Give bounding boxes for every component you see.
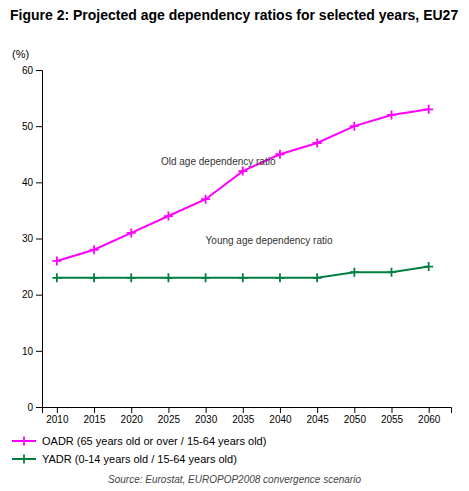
y-axis-tick-mark: [36, 70, 42, 71]
y-axis-tick-label: 0: [27, 402, 33, 413]
y-axis-tick-mark: [36, 182, 42, 183]
x-axis-tick: 2040: [269, 407, 292, 425]
x-axis-tick-mark: [168, 407, 169, 413]
point-marker: [201, 273, 210, 282]
point-marker: [164, 212, 173, 221]
point-marker: [90, 245, 99, 254]
point-marker: [90, 273, 99, 282]
y-axis-tick-label: 20: [22, 289, 34, 300]
x-axis-tick-label: 2035: [232, 414, 255, 425]
x-axis-tick: 2050: [344, 407, 367, 425]
x-axis-tick-label: 2020: [121, 414, 144, 425]
y-axis-tick: 30: [22, 233, 42, 244]
x-axis-tick-mark: [392, 407, 393, 413]
legend-item: YADR (0-14 years old / 15-64 years old): [12, 453, 237, 465]
legend-marker: [20, 455, 29, 464]
marks: [52, 105, 433, 282]
y-axis-tick-mark: [36, 126, 42, 127]
x-axis-tick-mark: [131, 407, 132, 413]
point-marker: [313, 139, 322, 148]
title-line: Figure 2: Projected age dependency ratio…: [10, 7, 458, 23]
point-marker: [424, 262, 433, 271]
x-axis-tick: 2055: [381, 407, 404, 425]
x-axis-tick-label: 2060: [418, 414, 441, 425]
y-axis-tick-mark: [36, 239, 42, 240]
x-axis-line: [43, 408, 452, 414]
x-axis: 2010 2015 2020 2025 2030 2035 2040 2045 2050 2055…: [43, 407, 452, 425]
x-axis-tick: 2020: [121, 407, 144, 425]
legend: OADR (65 years old or over / 15-64 years…: [12, 435, 266, 465]
plot: 2010201520202025203020352040204520502055…: [22, 65, 452, 425]
x-axis-tick-label: 2010: [46, 414, 69, 425]
x-axis-tick-mark: [317, 407, 318, 413]
y-axis-tick: 50: [22, 121, 42, 132]
y-axis-tick-mark: [36, 351, 42, 352]
x-axis-tick-label: 2055: [381, 414, 404, 425]
x-axis-tick-mark: [57, 407, 58, 413]
point-marker: [275, 150, 284, 159]
annotation: Old age dependency ratio: [161, 156, 276, 167]
y-axis-tick-label: 10: [22, 346, 34, 357]
y-axis-title: (%): [12, 48, 29, 60]
x-axis-tick-label: 2045: [307, 414, 330, 425]
legend-label: OADR (65 years old or over / 15-64 years…: [42, 435, 266, 447]
point-marker: [127, 228, 136, 237]
legend-marker: [20, 437, 29, 446]
y-axis-tick-mark: [36, 295, 42, 296]
x-axis-tick-label: 2030: [195, 414, 218, 425]
title: Figure 2: Projected age dependency ratio…: [10, 7, 458, 23]
y-axis-tick: 0: [27, 402, 42, 413]
x-axis-tick: 2060: [418, 407, 441, 425]
y-axis-tick-mark: [36, 407, 42, 408]
y-axis-line: [36, 71, 43, 408]
point-marker: [387, 110, 396, 119]
x-axis-tick-mark: [243, 407, 244, 413]
point-marker: [52, 273, 61, 282]
y-axis-tick: 20: [22, 289, 42, 300]
x-axis-tick-mark: [429, 407, 430, 413]
series-line: [57, 109, 429, 261]
y-axis: 0 10 20 30 40 50 60: [22, 65, 43, 413]
legend-item: OADR (65 years old or over / 15-64 years…: [12, 435, 266, 447]
x-axis-tick-label: 2025: [158, 414, 181, 425]
x-axis-tick: 2025: [158, 407, 181, 425]
point-marker: [424, 105, 433, 114]
legend-label: YADR (0-14 years old / 15-64 years old): [42, 453, 237, 465]
x-axis-tick: 2030: [195, 407, 218, 425]
x-axis-tick-mark: [280, 407, 281, 413]
point-marker: [350, 268, 359, 277]
point-marker: [238, 167, 247, 176]
point-marker: [387, 268, 396, 277]
y-axis-tick: 60: [22, 65, 42, 76]
y-axis-tick-label: 50: [22, 121, 34, 132]
y-axis-tick: 10: [22, 346, 42, 357]
source: Source: Eurostat, EUROPOP2008 convergenc…: [108, 474, 361, 485]
point-marker: [275, 273, 284, 282]
chart: Figure 2: Projected age dependency ratio…: [0, 0, 469, 491]
point-marker: [52, 256, 61, 265]
x-axis-tick-mark: [354, 407, 355, 413]
x-axis-tick-label: 2015: [83, 414, 106, 425]
y-axis-tick: 40: [22, 177, 42, 188]
point-marker: [164, 273, 173, 282]
y-axis-tick-label: 60: [22, 65, 34, 76]
point-marker: [127, 273, 136, 282]
point-marker: [313, 273, 322, 282]
x-axis-tick: 2010: [46, 407, 69, 425]
point-marker: [238, 273, 247, 282]
annotations: Old age dependency ratio Young age depend…: [161, 156, 333, 246]
point-marker: [201, 195, 210, 204]
point-marker: [350, 122, 359, 131]
x-axis-tick: 2015: [83, 407, 106, 425]
annotation: Young age dependency ratio: [206, 235, 333, 246]
y-axis-tick-label: 30: [22, 233, 34, 244]
x-axis-tick: 2035: [232, 407, 255, 425]
x-axis-tick-label: 2050: [344, 414, 367, 425]
x-axis-tick-mark: [206, 407, 207, 413]
y-axis-tick-label: 40: [22, 177, 34, 188]
x-axis-tick-label: 2040: [269, 414, 292, 425]
x-axis-tick: 2045: [307, 407, 330, 425]
x-axis-tick-mark: [94, 407, 95, 413]
